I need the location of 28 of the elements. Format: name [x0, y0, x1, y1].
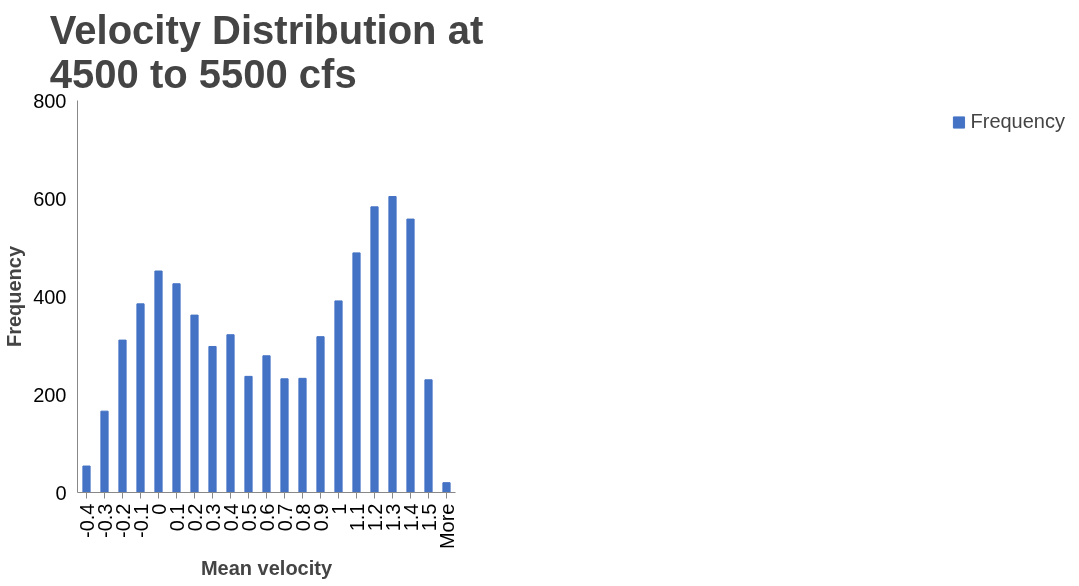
y-tick-label: 200 — [33, 383, 67, 406]
bar — [244, 375, 253, 493]
bar — [226, 334, 235, 493]
x-axis-title: Mean velocity — [200, 557, 333, 580]
bar — [334, 300, 343, 493]
legend-label: Frequency — [970, 110, 1065, 133]
y-tick-label: 600 — [33, 187, 67, 210]
bar — [316, 336, 325, 493]
bar — [100, 410, 109, 493]
bar — [262, 355, 271, 493]
bar — [208, 345, 217, 493]
bar — [82, 465, 91, 493]
bar — [118, 339, 127, 493]
bar — [136, 303, 145, 493]
bar — [190, 314, 199, 493]
bar — [298, 377, 307, 493]
bar — [352, 252, 361, 493]
bar — [424, 379, 433, 493]
bar — [370, 206, 379, 493]
bar — [280, 378, 289, 493]
y-tick-label: 400 — [33, 285, 67, 308]
y-axis-title: Frequency — [3, 245, 26, 348]
bar — [154, 270, 163, 493]
bar — [172, 283, 181, 493]
bar — [442, 482, 451, 493]
bar — [406, 218, 415, 493]
y-tick-label: 800 — [33, 89, 67, 112]
bar — [388, 196, 397, 493]
